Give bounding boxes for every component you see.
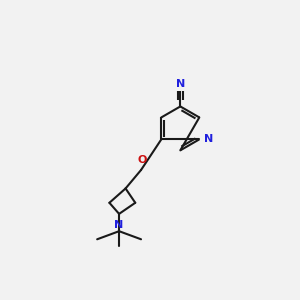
- Text: N: N: [115, 220, 124, 230]
- Text: N: N: [204, 134, 214, 144]
- Text: O: O: [137, 155, 147, 165]
- Text: N: N: [176, 79, 185, 89]
